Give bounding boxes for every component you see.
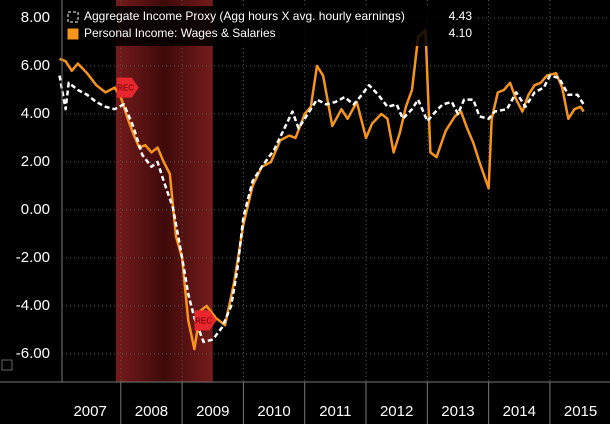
plot-area — [58, 0, 610, 382]
series-line — [58, 74, 585, 344]
legend-label: Aggregate Income Proxy (Agg hours X avg.… — [84, 9, 405, 23]
x-tick-label: 2011 — [319, 403, 351, 420]
series-line — [59, 28, 585, 351]
y-tick-label: 2.00 — [21, 153, 50, 170]
annotation-tag — [116, 77, 139, 98]
x-tick-label: 2007 — [73, 403, 106, 420]
legend-box — [63, 6, 478, 46]
legend-label: Personal Income: Wages & Salaries — [84, 26, 276, 40]
y-tick-label: -6.00 — [16, 345, 50, 362]
y-tick-label: 6.00 — [21, 57, 50, 74]
legend-value: 4.10 — [449, 26, 473, 40]
legend-swatch — [67, 11, 79, 23]
legend-swatch — [67, 28, 79, 40]
x-tick-label: 2013 — [441, 403, 474, 420]
y-tick-label: 8.00 — [21, 9, 50, 26]
y-tick-label: -2.00 — [16, 249, 50, 266]
y-tick-label: -4.00 — [16, 297, 50, 314]
x-tick-label: 2009 — [196, 403, 229, 420]
axis-icon — [1, 359, 13, 371]
x-tick-label: 2010 — [257, 403, 290, 420]
x-tick-label: 2008 — [135, 403, 168, 420]
annotation-text: REC — [117, 84, 134, 93]
x-tick-label: 2015 — [564, 403, 597, 420]
annotation-text: REC — [195, 316, 212, 325]
x-tick-label: 2012 — [380, 403, 413, 420]
y-tick-label: 4.00 — [21, 105, 50, 122]
x-tick-label: 2014 — [503, 403, 536, 420]
y-tick-label: 0.00 — [21, 201, 50, 218]
legend-value: 4.43 — [449, 9, 473, 23]
annotation-tag — [194, 310, 217, 331]
